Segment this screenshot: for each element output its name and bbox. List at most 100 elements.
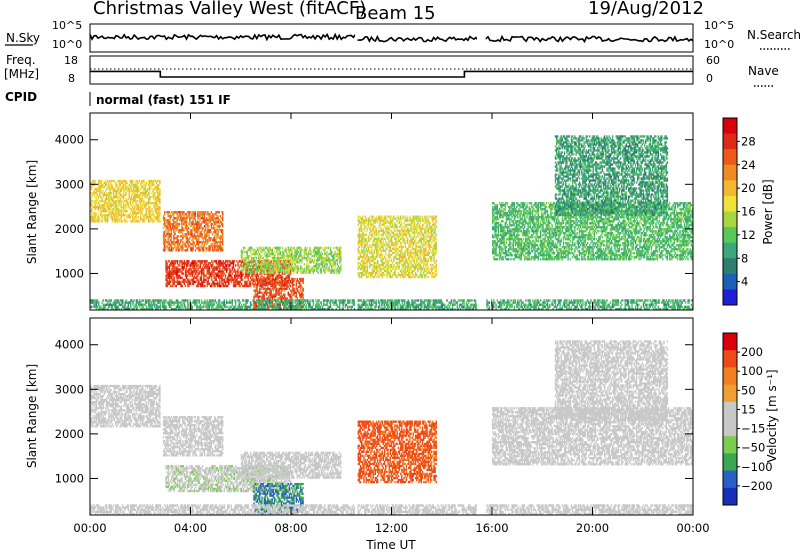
- heatmap-cell: [207, 219, 208, 221]
- heatmap-cell: [318, 255, 319, 257]
- heatmap-cell: [306, 265, 307, 267]
- heatmap-cell: [204, 229, 205, 231]
- heatmap-cell: [107, 204, 108, 206]
- heatmap-cell: [289, 255, 290, 257]
- nave-tick-top: 60: [706, 54, 720, 67]
- heatmap-cell: [198, 239, 199, 241]
- heatmap-cell: [397, 220, 398, 222]
- heatmap-cell: [192, 266, 193, 268]
- heatmap-cell: [199, 247, 200, 249]
- heatmap-cell: [370, 250, 371, 252]
- heatmap-cell: [124, 206, 125, 208]
- heatmap-cell: [286, 288, 287, 290]
- heatmap-cell: [415, 216, 416, 218]
- heatmap-cell: [424, 262, 425, 264]
- heatmap-cell: [414, 230, 415, 232]
- heatmap-cell: [159, 192, 160, 194]
- heatmap-cell: [202, 285, 203, 287]
- heatmap-cell: [172, 283, 173, 285]
- heatmap-cell: [372, 240, 373, 242]
- heatmap-cell: [114, 220, 115, 222]
- heatmap-cell: [159, 212, 160, 214]
- heatmap-cell: [399, 218, 400, 220]
- heatmap-cell: [198, 215, 199, 217]
- heatmap-cell: [375, 246, 376, 248]
- heatmap-cell: [403, 238, 404, 240]
- heatmap-cell: [177, 221, 178, 223]
- heatmap-cell: [137, 218, 138, 220]
- heatmap-cell: [210, 264, 211, 266]
- heatmap-cell: [205, 211, 206, 213]
- heatmap-cell: [143, 192, 144, 194]
- heatmap-cell: [192, 217, 193, 219]
- heatmap-cell: [177, 219, 178, 221]
- heatmap-cell: [424, 216, 425, 218]
- heatmap-cell: [385, 270, 386, 272]
- heatmap-cell: [390, 234, 391, 236]
- heatmap-cell: [428, 266, 429, 268]
- heatmap-cell: [273, 247, 274, 249]
- heatmap-cell: [418, 246, 419, 248]
- heatmap-cell: [133, 218, 134, 220]
- heatmap-cell: [196, 285, 197, 287]
- heatmap-cell: [397, 266, 398, 268]
- heatmap-cell: [302, 296, 303, 298]
- heatmap-cell: [100, 208, 101, 210]
- heatmap-cell: [399, 230, 400, 232]
- heatmap-cell: [422, 216, 423, 218]
- heatmap-cell: [174, 221, 175, 223]
- heatmap-cell: [257, 263, 258, 265]
- heatmap-cell: [361, 246, 362, 248]
- heatmap-cell: [422, 276, 423, 278]
- heatmap-cell: [300, 255, 301, 257]
- heatmap-cell: [278, 292, 279, 294]
- heatmap-cell: [371, 232, 372, 234]
- heatmap-cell: [328, 269, 329, 271]
- heatmap-cell: [283, 282, 284, 284]
- heatmap-cell: [108, 182, 109, 184]
- heatmap-cell: [425, 232, 426, 234]
- heatmap-cell: [121, 214, 122, 216]
- heatmap-cell: [202, 215, 203, 217]
- heatmap-cell: [394, 238, 395, 240]
- heatmap-cell: [183, 241, 184, 243]
- heatmap-cell: [206, 217, 207, 219]
- heatmap-cell: [203, 272, 204, 274]
- heatmap-cell: [123, 186, 124, 188]
- heatmap-cell: [369, 258, 370, 260]
- heatmap-cell: [213, 245, 214, 247]
- heatmap-cell: [375, 242, 376, 244]
- heatmap-cell: [120, 198, 121, 200]
- heatmap-cell: [213, 277, 214, 279]
- heatmap-cell: [253, 259, 254, 261]
- heatmap-cell: [390, 264, 391, 266]
- heatmap-cell: [383, 250, 384, 252]
- noise-sky-trace: [90, 35, 693, 42]
- heatmap-cell: [430, 260, 431, 262]
- heatmap-cell: [216, 237, 217, 239]
- heatmap-cell: [292, 288, 293, 290]
- heatmap-cell: [380, 250, 381, 252]
- heatmap-cell: [184, 264, 185, 266]
- heatmap-cell: [255, 282, 256, 284]
- heatmap-cell: [417, 216, 418, 218]
- heatmap-cell: [202, 268, 203, 270]
- heatmap-cell: [92, 214, 93, 216]
- heatmap-cell: [376, 228, 377, 230]
- heatmap-cell: [195, 281, 196, 283]
- heatmap-cell: [414, 220, 415, 222]
- heatmap-cell: [143, 206, 144, 208]
- heatmap-cell: [361, 234, 362, 236]
- heatmap-cell: [180, 211, 181, 213]
- heatmap-cell: [114, 196, 115, 198]
- heatmap-cell: [423, 228, 424, 230]
- heatmap-cell: [380, 234, 381, 236]
- heatmap-cell: [392, 266, 393, 268]
- heatmap-cell: [159, 194, 160, 196]
- heatmap-cell: [432, 230, 433, 232]
- heatmap-cell: [132, 216, 133, 218]
- heatmap-cell: [218, 215, 219, 217]
- heatmap-cell: [390, 224, 391, 226]
- heatmap-cell: [207, 211, 208, 213]
- heatmap-cell: [195, 245, 196, 247]
